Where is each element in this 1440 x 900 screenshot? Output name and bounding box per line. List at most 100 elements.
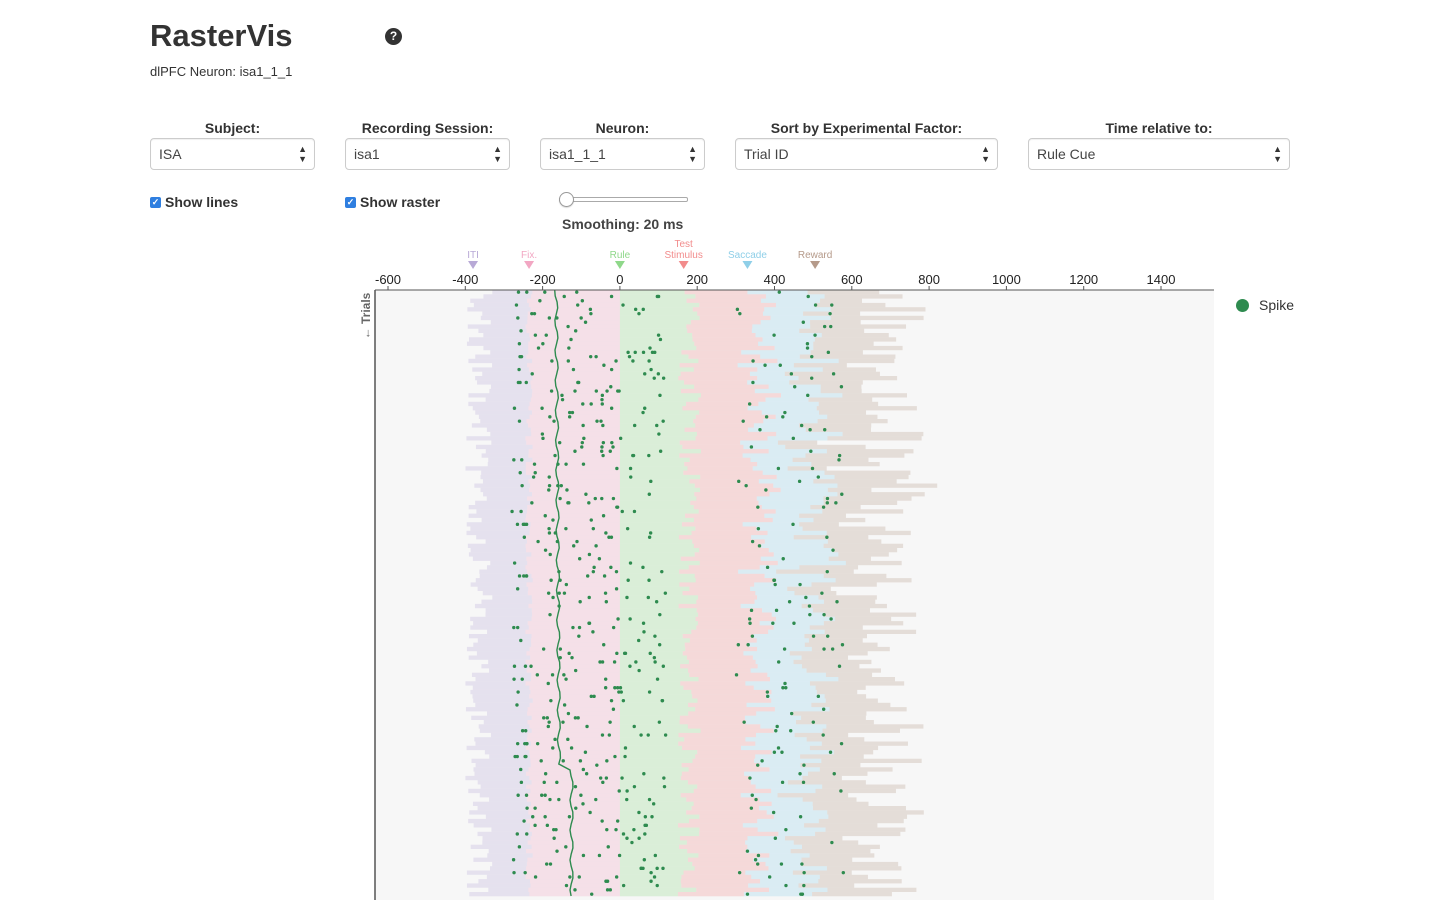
spike-dot [614, 587, 619, 591]
spike-dot [613, 754, 617, 759]
spike-dot [647, 690, 652, 694]
help-icon[interactable]: ? [385, 28, 402, 45]
trial-band-iti [477, 380, 531, 385]
trial-band-test [685, 513, 765, 518]
trial-band-test [700, 728, 774, 733]
trial-band-rule [619, 569, 680, 574]
trial-band-fix [525, 436, 620, 441]
trial-band-saccade [757, 462, 812, 467]
event-marker-label: Stimulus [664, 250, 702, 261]
spike-dot [655, 866, 659, 871]
spike-dot [551, 746, 555, 750]
trial-band-test [695, 754, 756, 759]
trial-band-test [684, 380, 748, 385]
spike-dot [774, 729, 778, 733]
trial-band-reward [811, 462, 880, 467]
spike-dot [542, 716, 546, 720]
trial-band-fix [531, 844, 620, 849]
trial-band-rule [619, 290, 685, 295]
spike-dot [816, 475, 820, 479]
spike-dot [567, 651, 571, 656]
trial-band-reward [837, 483, 938, 488]
show-raster-label: Show raster [360, 194, 441, 210]
trial-band-saccade [765, 861, 802, 867]
trial-band-test [691, 629, 769, 634]
trial-band-test [686, 655, 753, 660]
trial-band-test [688, 702, 747, 708]
trial-band-reward [809, 853, 875, 858]
trial-band-rule [619, 681, 681, 686]
smoothing-slider[interactable] [559, 192, 688, 207]
trial-band-saccade [768, 629, 825, 634]
spike-dot [834, 501, 838, 505]
trial-band-rule [619, 444, 683, 450]
spike-dot [653, 660, 657, 664]
spike-dot [820, 591, 824, 595]
spike-dot [517, 845, 522, 849]
spike-dot [765, 565, 770, 570]
neuron-subtitle: dlPFC Neuron: isa1_1_1 [150, 64, 293, 79]
trial-band-test [689, 818, 758, 824]
neuron-select[interactable]: isa1_1_1 ▲ ▼ [540, 138, 705, 170]
spike-dot [591, 526, 596, 531]
trial-band-rule [619, 745, 683, 751]
spike-dot [643, 815, 648, 819]
spike-dot [558, 647, 563, 651]
trial-band-iti [468, 818, 527, 824]
time-select[interactable]: Rule Cue ▲ ▼ [1028, 138, 1290, 170]
spike-dot [569, 746, 574, 750]
spike-dot [616, 389, 620, 393]
spike-dot [621, 883, 626, 888]
spike-dot [524, 754, 528, 759]
spike-dot [657, 432, 661, 436]
trial-band-iti [475, 578, 533, 583]
trial-band-reward [832, 548, 898, 553]
trial-band-reward [823, 543, 904, 548]
spike-dot [533, 806, 537, 810]
spike-dot [589, 402, 593, 406]
trial-band-saccade [756, 732, 795, 738]
session-select[interactable]: isa1 ▲ ▼ [345, 138, 510, 170]
spike-dot [543, 793, 547, 797]
trial-band-test [686, 298, 761, 303]
trial-band-reward [802, 797, 857, 802]
trial-band-fix [525, 324, 620, 329]
trial-band-fix [525, 771, 620, 776]
subject-select[interactable]: ISA ▲ ▼ [150, 138, 315, 170]
trial-band-fix [526, 818, 620, 824]
spike-dot [577, 625, 582, 630]
trial-band-rule [619, 530, 692, 536]
trial-band-test [700, 449, 769, 454]
trial-band-iti [465, 681, 526, 686]
trial-band-fix [532, 853, 620, 858]
spike-dot [658, 337, 663, 342]
spike-dot [575, 539, 579, 544]
trial-band-reward [802, 775, 842, 781]
show-raster-checkbox[interactable]: ✓ Show raster [345, 194, 440, 210]
trial-band-fix [526, 419, 620, 424]
trial-band-reward [823, 599, 876, 604]
trial-band-iti [474, 603, 529, 609]
trial-band-rule [619, 522, 682, 527]
spike-dot [647, 359, 651, 363]
trial-band-rule [619, 388, 681, 394]
spike-dot [774, 608, 779, 613]
trial-band-saccade [767, 672, 826, 677]
spike-dot [579, 793, 583, 797]
trial-band-iti [476, 509, 527, 514]
trial-band-rule [619, 345, 697, 351]
spike-dot [595, 419, 599, 423]
trial-band-iti [468, 634, 532, 639]
trial-band-iti [480, 315, 528, 321]
trial-band-fix [532, 376, 620, 381]
sort-select[interactable]: Trial ID ▲ ▼ [735, 138, 998, 170]
show-lines-checkbox[interactable]: ✓ Show lines [150, 194, 238, 210]
spike-dot [647, 453, 651, 458]
trial-band-test [680, 371, 750, 376]
trial-band-fix [526, 797, 620, 802]
trial-band-rule [619, 582, 680, 587]
spike-dot [744, 483, 748, 488]
trial-band-reward [823, 621, 904, 626]
slider-thumb[interactable] [559, 192, 574, 207]
trial-band-rule [619, 483, 695, 488]
